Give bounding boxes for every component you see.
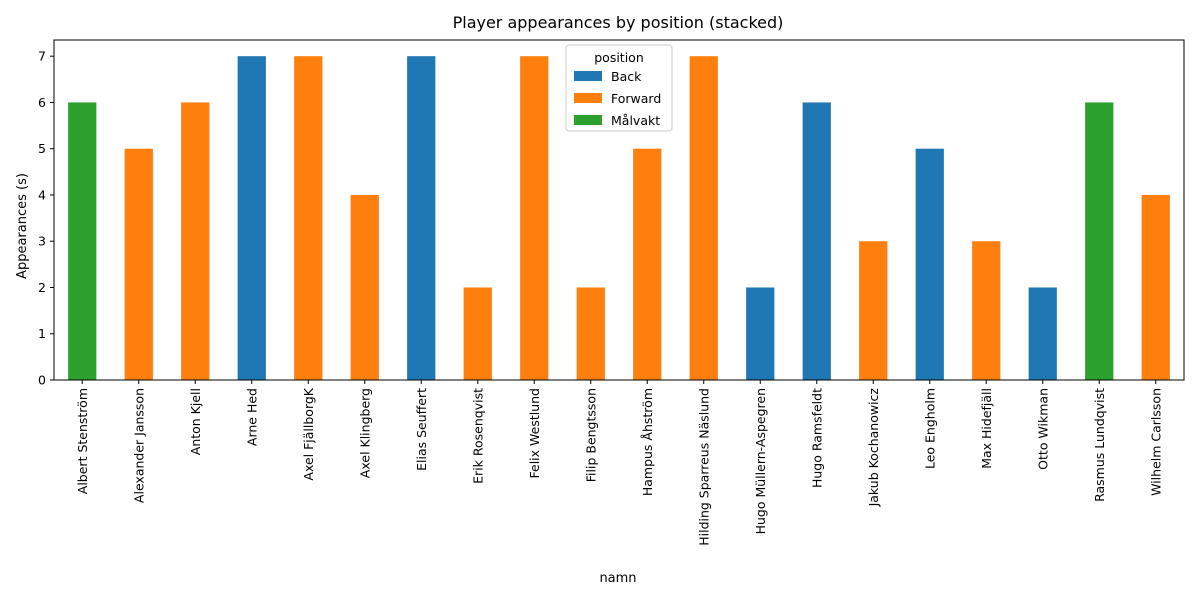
legend-item-label: Målvakt — [611, 113, 660, 128]
bar — [972, 241, 1001, 380]
bar — [1028, 287, 1057, 380]
bar — [407, 56, 436, 380]
x-tick-label: Anton Kjell — [188, 388, 203, 455]
y-tick-label: 5 — [38, 141, 46, 156]
bar — [350, 194, 379, 380]
x-tick-label: Leo Engholm — [922, 388, 937, 469]
x-tick-label: Felix Westlund — [527, 388, 542, 479]
bar — [1141, 194, 1170, 380]
bar — [802, 102, 831, 381]
bar — [1085, 102, 1114, 381]
x-tick-label: Max Hidefjäll — [979, 388, 994, 469]
y-tick-label: 0 — [38, 373, 46, 388]
bar — [859, 241, 888, 380]
bars-group — [68, 56, 1170, 381]
legend: position Back Forward Målvakt — [565, 44, 673, 132]
bar — [746, 287, 775, 380]
x-tick-label: Albert Stenström — [75, 388, 90, 494]
y-tick-label: 4 — [38, 187, 46, 202]
bar — [633, 148, 662, 380]
bar — [124, 148, 153, 380]
bar — [576, 287, 605, 380]
x-tick-label: Erik Rosenqvist — [470, 388, 485, 484]
x-tick-label: Hampus Åhström — [640, 388, 655, 496]
x-axis-label: namn — [599, 571, 636, 586]
x-tick-label: Hugo Müllern-Aspegren — [753, 388, 768, 534]
x-tick-label: Axel FjällborgK — [301, 387, 316, 480]
y-tick-label: 1 — [38, 326, 46, 341]
x-axis: Albert Stenström Alexander Jansson Anton K… — [75, 380, 1163, 546]
bar — [68, 102, 97, 381]
x-tick-label: Hugo Ramsfeldt — [809, 388, 824, 488]
y-axis-label: Appearances (s) — [15, 173, 30, 279]
x-tick-label: Rasmus Lundqvist — [1092, 388, 1107, 502]
legend-box — [565, 44, 673, 132]
bar — [181, 102, 210, 381]
chart-title: Player appearances by position (stacked) — [453, 13, 784, 32]
plot-frame — [53, 39, 1185, 381]
legend-item-label: Forward — [611, 91, 661, 106]
x-tick-label: Otto Wikman — [1035, 388, 1050, 470]
legend-swatch — [574, 93, 602, 103]
legend-title: position — [594, 50, 644, 65]
x-tick-label: Axel Klingberg — [357, 388, 372, 478]
x-tick-label: Arne Hed — [244, 388, 259, 446]
y-tick-label: 6 — [38, 95, 46, 110]
y-tick-label: 2 — [38, 280, 46, 295]
y-tick-label: 7 — [38, 49, 46, 64]
legend-swatch — [574, 71, 602, 81]
y-axis: 0 1 2 3 4 5 6 7 — [38, 49, 54, 388]
y-tick-label: 3 — [38, 234, 46, 249]
x-tick-label: Hilding Sparreus Näslund — [696, 388, 711, 546]
legend-item-label: Back — [611, 69, 642, 84]
bar — [463, 287, 492, 380]
legend-swatch — [574, 115, 602, 125]
bar — [520, 56, 549, 380]
bar — [915, 148, 944, 380]
bar — [294, 56, 323, 380]
bar — [237, 56, 266, 380]
x-tick-label: Elias Seuffert — [414, 388, 429, 471]
x-tick-label: Alexander Jansson — [131, 388, 146, 503]
x-tick-label: Wilhelm Carlsson — [1148, 388, 1163, 496]
x-tick-label: Filip Bengtsson — [583, 388, 598, 482]
x-tick-label: Jakub Kochanowicz — [866, 388, 881, 508]
bar — [689, 56, 718, 380]
